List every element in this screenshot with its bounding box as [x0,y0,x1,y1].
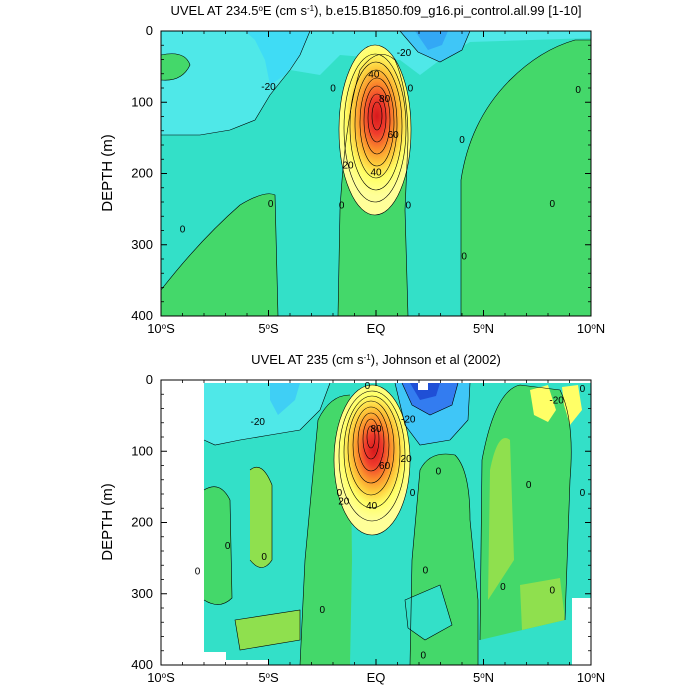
undercurrent-core [334,385,410,535]
y-tick-label: 300 [131,586,153,601]
contour-label-layer: -20 -20 0 0 -20 0 0 0 0 0 0 0 0 0 0 0 0 0 80 60 20 20 40 [195,381,586,662]
contour-fill-green-bright [488,438,514,600]
y-tick-label: 200 [131,515,153,530]
y-tick-label: 100 [131,94,153,109]
contour-label: 0 [461,252,467,263]
contour-label: -20 [397,48,412,59]
contour-label: 0 [423,566,429,577]
x-tick-label: EQ [367,321,386,336]
contour-label: 0 [550,586,556,597]
contour-label: -20 [251,417,266,428]
contour-label: 0 [526,480,532,491]
contour-fill-cyan-patch [405,585,452,640]
contour-label: 80 [379,94,391,105]
contour-fill-yellow [562,385,582,425]
contour-label: 0 [330,84,336,95]
contour-fill-green-left [250,467,272,568]
contour-fill-green-left [161,53,190,81]
contour-label: -20 [261,82,276,93]
contour-fill-green-left-deep [161,193,278,316]
contour-label: 0 [195,566,201,577]
y-tick-label: 400 [131,657,153,672]
contour-label: 0 [180,225,186,236]
x-tick-label: 10oN [577,670,605,685]
contour-label: 0 [459,135,465,146]
contour-label: 80 [370,424,382,435]
panel-bottom: UVEL AT 235 (cm s-1), Johnson et al (200… [99,352,605,685]
panel-bottom-y-label: DEPTH (m) [99,483,116,561]
contour-label: -20 [549,395,564,406]
contour-fill-westward-strong [245,31,310,85]
contour-label: 0 [500,582,506,593]
x-tick-label: 5oN [473,670,494,685]
contour-label: 0 [436,467,442,478]
x-tick-label: 5oS [258,670,279,685]
contour-fill-westward [204,383,330,445]
contour-label: 0 [268,199,274,210]
panel-top-y-label: DEPTH (m) [99,134,116,212]
contour-lines [161,31,591,316]
contour-label: 20 [401,454,413,465]
contour-fill-westward-core [415,31,448,50]
contour-label: 40 [366,501,378,512]
contour-label-layer: -20 -20 0 0 0 0 0 0 0 0 0 0 40 80 60 20 40 [180,48,582,263]
contour-label: 60 [379,461,391,472]
contour-label: 0 [580,488,586,499]
surface-gap [418,383,428,390]
contour-fill-green-right [461,40,591,316]
contour-label: 0 [261,552,267,563]
contour-label: 40 [368,69,380,80]
contour-fill-green-left [204,486,232,605]
panel-top-title: UVEL AT 234.5oE (cm s-1), b.e15.B1850.f0… [171,3,582,18]
contour-label: 0 [339,200,345,211]
panel-top: UVEL AT 234.5oE (cm s-1), b.e15.B1850.f0… [99,3,605,336]
undercurrent-core [339,45,411,215]
contour-label: 0 [408,84,414,95]
contour-label: 0 [405,200,411,211]
x-tick-label: 10oS [147,670,175,685]
y-tick-label: 0 [146,23,153,38]
y-tick-label: 0 [146,372,153,387]
contour-fill-westward-core [410,383,440,400]
x-tick-label: 10oN [577,321,605,336]
panel-bottom-contours: -20 -20 0 0 -20 0 0 0 0 0 0 0 0 0 0 0 0 0 80 60 20 20 40 [161,380,591,665]
contour-label: 20 [342,160,354,171]
contour-fill-lightgreen [520,578,565,630]
x-tick-label: 5oN [473,321,494,336]
contour-label: 0 [225,541,231,552]
contour-label: 0 [550,199,556,210]
contour-label: 20 [338,497,350,508]
contour-label: -20 [401,415,416,426]
contour-label: 0 [319,605,325,616]
contour-label: 0 [580,384,586,395]
contour-label: 60 [388,130,400,141]
x-tick-label: 5oS [258,321,279,336]
contour-label: 0 [337,488,343,499]
x-tick-label: 10oS [147,321,175,336]
y-tick-label: 100 [131,443,153,458]
contour-lines [203,382,572,665]
contour-label: 0 [421,651,427,662]
y-tick-label: 200 [131,166,153,181]
contour-label: 0 [365,381,371,392]
contour-label: 0 [575,85,581,96]
x-tick-label: EQ [367,670,386,685]
panel-top-contours: -20 -20 0 0 0 0 0 0 0 0 0 0 40 80 60 20 40 [161,31,591,316]
y-tick-label: 400 [131,308,153,323]
contour-label: 0 [410,488,416,499]
contour-label: 40 [370,168,382,179]
contour-fill-lightgreen [235,610,300,650]
y-tick-label: 300 [131,237,153,252]
contour-fill-yellow [530,385,556,422]
contour-fill-westward-strong [270,383,300,415]
panel-bottom-title: UVEL AT 235 (cm s-1), Johnson et al (200… [251,352,501,367]
